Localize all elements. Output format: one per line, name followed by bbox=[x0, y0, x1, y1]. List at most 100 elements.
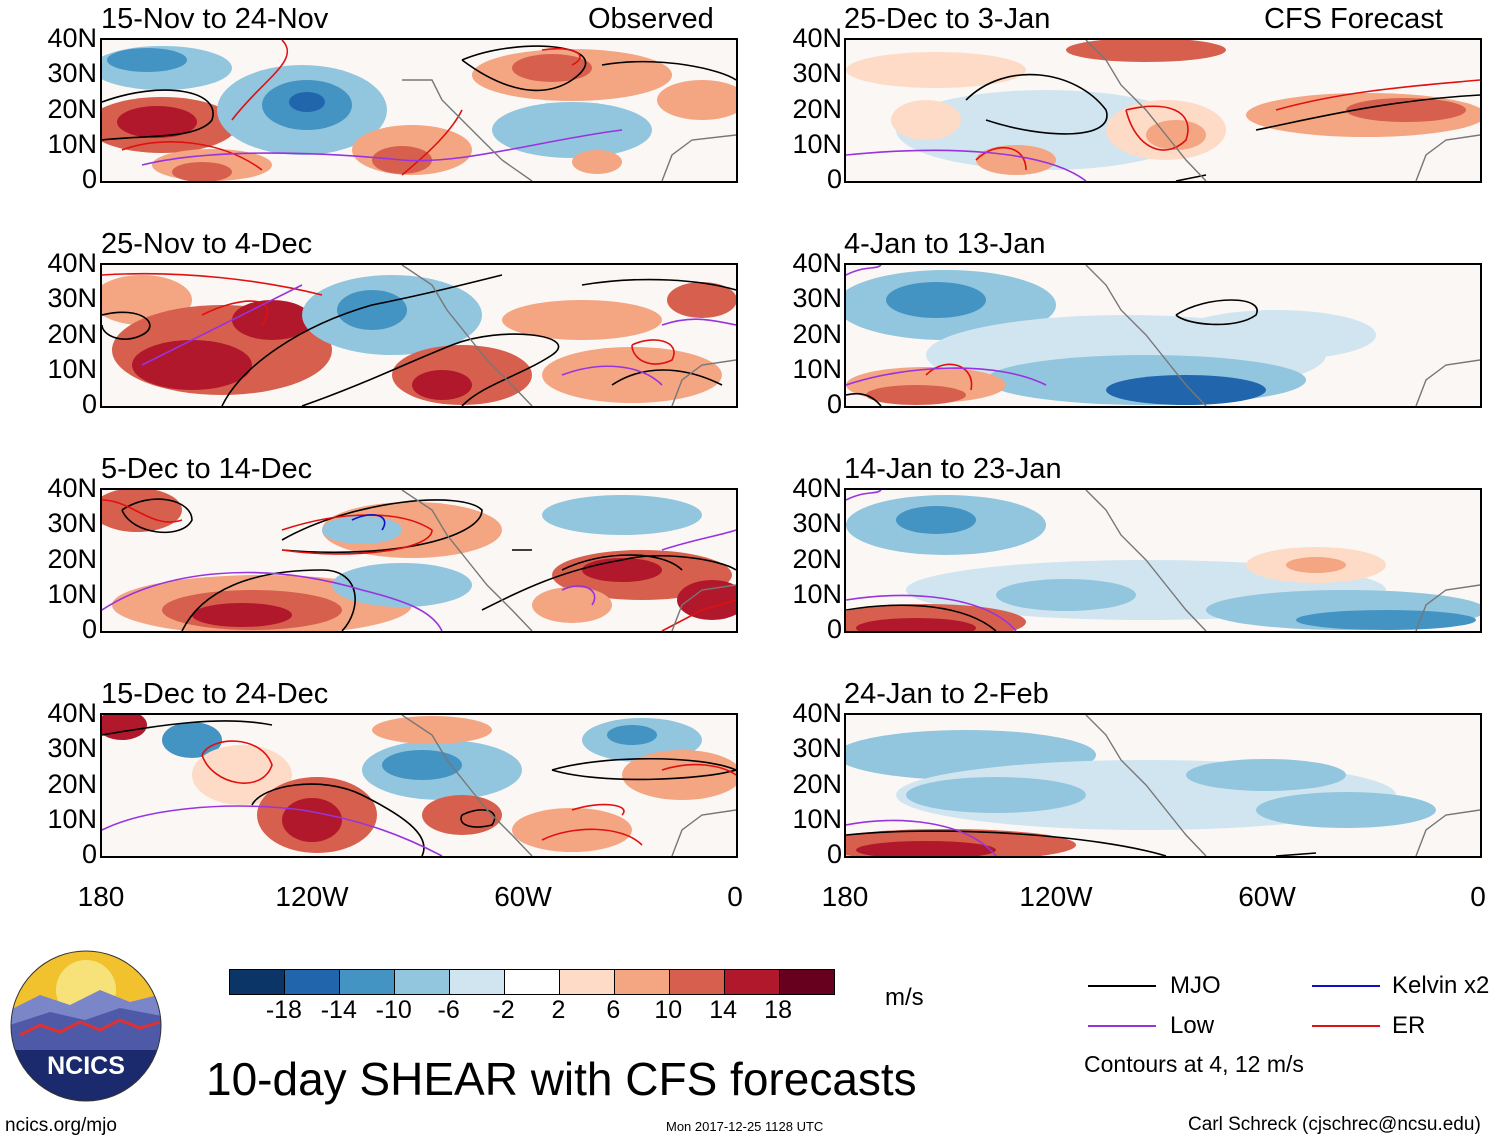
lat-label: 30N bbox=[792, 508, 842, 539]
colorbar-swatch bbox=[394, 970, 449, 994]
lat-label: 10N bbox=[792, 803, 842, 834]
lat-label: 30N bbox=[47, 58, 97, 89]
shear-map bbox=[844, 38, 1482, 183]
colorbar-tick-label: 14 bbox=[709, 996, 738, 1024]
lon-label: 180 bbox=[77, 881, 125, 912]
colorbar-tick-label: 18 bbox=[764, 996, 792, 1024]
lat-label: 20N bbox=[47, 768, 97, 799]
lat-label: 20N bbox=[792, 768, 842, 799]
lat-label: 0 bbox=[826, 614, 842, 644]
colorbar-swatch bbox=[779, 970, 834, 994]
lat-label: 20N bbox=[792, 93, 842, 124]
lat-label: 0 bbox=[81, 389, 97, 419]
footer-url: ncics.org/mjo bbox=[5, 1115, 117, 1136]
colorbar-swatch bbox=[614, 970, 669, 994]
lat-label: 10N bbox=[47, 803, 97, 834]
lat-label: 10N bbox=[47, 128, 97, 159]
shear-map bbox=[100, 263, 738, 408]
lat-label: 40N bbox=[47, 248, 97, 278]
lat-label: 20N bbox=[47, 93, 97, 124]
colorbar bbox=[229, 969, 835, 995]
main-title: 10-day SHEAR with CFS forecasts bbox=[206, 1053, 917, 1105]
legend-label-low: Low bbox=[1170, 1012, 1215, 1039]
cfs-forecast-label: CFS Forecast bbox=[1264, 3, 1443, 35]
lat-label: 20N bbox=[792, 543, 842, 574]
colorbar-swatch bbox=[284, 970, 339, 994]
lat-label: 40N bbox=[792, 698, 842, 728]
lat-label: 20N bbox=[792, 318, 842, 349]
colorbar-unit: m/s bbox=[885, 984, 924, 1011]
legend-line-mjo bbox=[1088, 985, 1156, 987]
legend-line-er bbox=[1312, 1025, 1380, 1027]
panel-title: 15-Dec to 24-Dec bbox=[101, 678, 329, 710]
observed-label: Observed bbox=[588, 3, 714, 35]
lon-label: 120W bbox=[1019, 881, 1093, 912]
legend-note: Contours at 4, 12 m/s bbox=[1084, 1051, 1304, 1077]
ncics-logo: NCICS bbox=[10, 950, 162, 1102]
lat-label: 40N bbox=[47, 23, 97, 53]
lat-label: 40N bbox=[47, 698, 97, 728]
colorbar-swatch bbox=[724, 970, 779, 994]
lat-label: 0 bbox=[826, 164, 842, 194]
panel-title: 5-Dec to 14-Dec bbox=[101, 453, 313, 485]
lon-label: 120W bbox=[275, 881, 349, 912]
colorbar-swatch bbox=[669, 970, 724, 994]
colorbar-tick-label: 10 bbox=[654, 996, 683, 1024]
lat-label: 30N bbox=[792, 733, 842, 764]
shear-map bbox=[844, 713, 1482, 858]
colorbar-tick-label: -2 bbox=[492, 996, 515, 1024]
shear-map bbox=[844, 488, 1482, 633]
lat-label: 10N bbox=[47, 353, 97, 384]
panel-title: 4-Jan to 13-Jan bbox=[844, 228, 1046, 260]
lon-label: 180 bbox=[821, 881, 869, 912]
footer-timestamp: Mon 2017-12-25 1128 UTC bbox=[666, 1119, 824, 1134]
shear-map bbox=[844, 263, 1482, 408]
lat-label: 40N bbox=[792, 23, 842, 53]
colorbar-tick-label: 6 bbox=[606, 996, 621, 1024]
panel-title: 14-Jan to 23-Jan bbox=[844, 453, 1062, 485]
lat-label: 10N bbox=[47, 578, 97, 609]
legend-line-low bbox=[1088, 1025, 1156, 1027]
panel-title: 15-Nov to 24-Nov bbox=[101, 3, 329, 35]
lat-label: 30N bbox=[792, 58, 842, 89]
colorbar-tick-label: -6 bbox=[437, 996, 460, 1024]
lat-label: 20N bbox=[47, 318, 97, 349]
colorbar-swatch bbox=[559, 970, 614, 994]
lat-label: 30N bbox=[792, 283, 842, 314]
lat-label: 30N bbox=[47, 508, 97, 539]
lat-label: 10N bbox=[792, 578, 842, 609]
lat-label: 40N bbox=[47, 473, 97, 503]
legend-label-mjo: MJO bbox=[1170, 972, 1221, 999]
lat-label: 0 bbox=[826, 839, 842, 869]
lat-label: 10N bbox=[792, 128, 842, 159]
colorbar-tick-label: 2 bbox=[551, 996, 566, 1024]
lat-label: 0 bbox=[826, 389, 842, 419]
lat-label: 30N bbox=[47, 733, 97, 764]
lat-label: 0 bbox=[81, 164, 97, 194]
lon-label: 60W bbox=[494, 881, 552, 912]
legend-label-kelvin: Kelvin x2 bbox=[1392, 972, 1490, 999]
colorbar-tick-label: -14 bbox=[320, 996, 357, 1024]
footer-author: Carl Schreck (cjschrec@ncsu.edu) bbox=[1188, 1114, 1481, 1135]
colorbar-swatch bbox=[449, 970, 504, 994]
legend-label-er: ER bbox=[1392, 1012, 1426, 1039]
panel-title: 25-Dec to 3-Jan bbox=[844, 3, 1051, 35]
shear-map bbox=[100, 713, 738, 858]
logo-text: NCICS bbox=[47, 1052, 125, 1080]
lat-label: 10N bbox=[792, 353, 842, 384]
shear-map bbox=[100, 488, 738, 633]
panel-title: 25-Nov to 4-Dec bbox=[101, 228, 313, 260]
lat-label: 40N bbox=[792, 248, 842, 278]
colorbar-tick-label: -10 bbox=[375, 996, 412, 1024]
colorbar-swatch bbox=[230, 970, 284, 994]
lat-label: 20N bbox=[47, 543, 97, 574]
lat-label: 40N bbox=[792, 473, 842, 503]
legend-line-kelvin bbox=[1312, 985, 1380, 987]
shear-map bbox=[100, 38, 738, 183]
lon-label: 0 bbox=[1470, 881, 1486, 912]
colorbar-swatch bbox=[504, 970, 559, 994]
lon-label: 0 bbox=[727, 881, 743, 912]
lat-label: 30N bbox=[47, 283, 97, 314]
lat-label: 0 bbox=[81, 614, 97, 644]
panel-title: 24-Jan to 2-Feb bbox=[844, 678, 1049, 710]
